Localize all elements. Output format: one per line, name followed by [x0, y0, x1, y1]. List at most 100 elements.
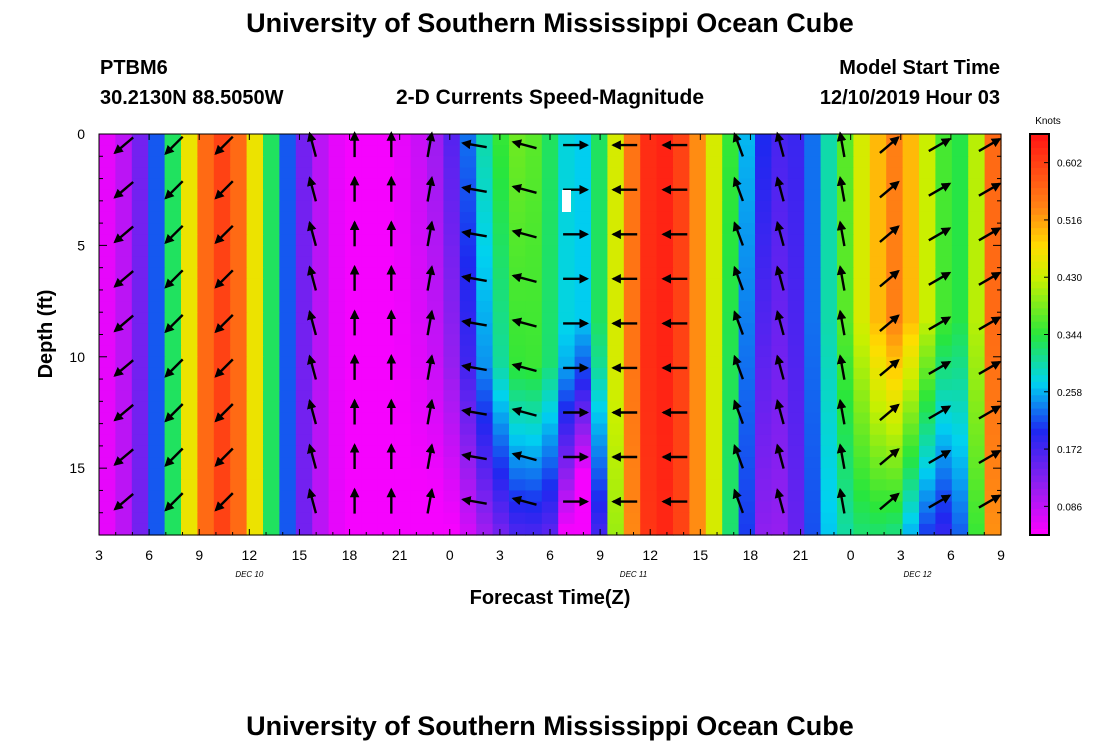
heatmap-cell: [738, 334, 756, 347]
heatmap-cell: [279, 178, 297, 191]
heatmap-cell: [820, 289, 838, 302]
heatmap-cell: [623, 178, 641, 191]
heatmap-cell: [968, 479, 986, 492]
heatmap-cell: [673, 167, 690, 180]
heatmap-cell: [656, 345, 674, 358]
heatmap-cell: [427, 189, 444, 202]
heatmap-cell: [607, 390, 625, 402]
heatmap-cell: [213, 423, 231, 436]
heatmap-cell: [919, 412, 936, 425]
heatmap-cell: [181, 401, 198, 414]
heatmap-cell: [640, 245, 658, 258]
heatmap-cell: [574, 512, 592, 525]
heatmap-cell: [99, 145, 116, 157]
heatmap-cell: [394, 356, 412, 369]
heatmap-cell: [673, 423, 690, 436]
heatmap-cell: [459, 156, 477, 169]
heatmap-cell: [99, 423, 116, 436]
heatmap-cell: [771, 523, 789, 536]
heatmap-cell: [443, 345, 461, 358]
heatmap-cell: [689, 345, 707, 358]
heatmap-cell: [541, 356, 559, 369]
heatmap-cell: [591, 234, 608, 246]
heatmap-cell: [279, 490, 297, 503]
heatmap-cell: [984, 189, 1002, 202]
heatmap-cell: [591, 379, 608, 391]
heatmap-cell: [869, 479, 887, 492]
heatmap-cell: [394, 289, 412, 302]
heatmap-cell: [295, 523, 313, 536]
heatmap-cell: [656, 501, 674, 514]
heatmap-cell: [131, 200, 149, 213]
current-arrow: [774, 131, 785, 158]
heatmap-cell: [328, 501, 346, 514]
heatmap-cell: [213, 445, 231, 458]
heatmap-cell: [984, 200, 1002, 213]
heatmap-cell: [984, 512, 1002, 525]
heatmap-cell: [820, 434, 838, 447]
heatmap-cell: [164, 178, 182, 191]
heatmap-cell: [541, 289, 559, 302]
heatmap-cell: [246, 345, 264, 358]
current-arrow: [113, 225, 134, 244]
heatmap-cell: [443, 245, 461, 258]
colorbar-segment: [1030, 508, 1049, 516]
heatmap-cell: [951, 468, 969, 480]
heatmap-cell: [361, 211, 379, 224]
heatmap-cell: [673, 312, 690, 324]
heatmap-cell: [705, 234, 723, 246]
heatmap-cell: [837, 468, 854, 480]
current-arrow: [511, 183, 537, 194]
heatmap-cell: [164, 156, 182, 169]
heatmap-cell: [377, 200, 395, 213]
heatmap-cell: [722, 423, 740, 436]
heatmap-cell: [361, 423, 379, 436]
current-arrow: [511, 406, 537, 417]
heatmap-cell: [640, 490, 658, 503]
heatmap-cell: [99, 523, 116, 536]
heatmap-cell: [722, 323, 740, 336]
heatmap-cell: [886, 278, 904, 291]
heatmap-cell: [738, 390, 756, 402]
heatmap-cell: [886, 468, 904, 480]
x-tick-label: 15: [693, 547, 709, 563]
heatmap-cell: [902, 289, 920, 302]
heatmap-cell: [131, 323, 149, 336]
heatmap-cell: [410, 345, 428, 358]
blank-data-marker: [562, 190, 571, 212]
heatmap-cell: [755, 479, 772, 492]
heatmap-cell: [427, 223, 444, 235]
heatmap-cell: [853, 211, 871, 224]
heatmap-cell: [574, 434, 592, 447]
heatmap-cell: [377, 278, 395, 291]
heatmap-cell: [230, 367, 248, 380]
heatmap-cell: [427, 256, 444, 269]
heatmap-cell: [869, 379, 887, 391]
current-arrow: [774, 488, 785, 514]
heatmap-cell: [607, 401, 625, 414]
heatmap-cell: [755, 523, 772, 536]
heatmap-cell: [394, 178, 412, 191]
heatmap-cell: [787, 490, 805, 503]
heatmap-cell: [312, 434, 330, 447]
heatmap-cell: [902, 512, 920, 525]
heatmap-cell: [705, 434, 723, 447]
heatmap-cell: [230, 178, 248, 191]
heatmap-cell: [771, 390, 789, 402]
heatmap-cell: [295, 423, 313, 436]
heatmap-cell: [148, 156, 166, 169]
heatmap-cell: [131, 379, 149, 391]
heatmap-cell: [591, 434, 608, 447]
heatmap-cell: [164, 468, 182, 480]
heatmap-cell: [886, 501, 904, 514]
heatmap-cell: [394, 145, 412, 157]
heatmap-cell: [640, 468, 658, 480]
colorbar-segment: [1030, 281, 1049, 289]
heatmap-cell: [787, 312, 805, 324]
current-arrow: [928, 316, 952, 331]
heatmap-cell: [427, 323, 444, 336]
current-arrow: [461, 317, 487, 328]
heatmap-cell: [886, 245, 904, 258]
heatmap-cell: [902, 200, 920, 213]
heatmap-cell: [181, 256, 198, 269]
